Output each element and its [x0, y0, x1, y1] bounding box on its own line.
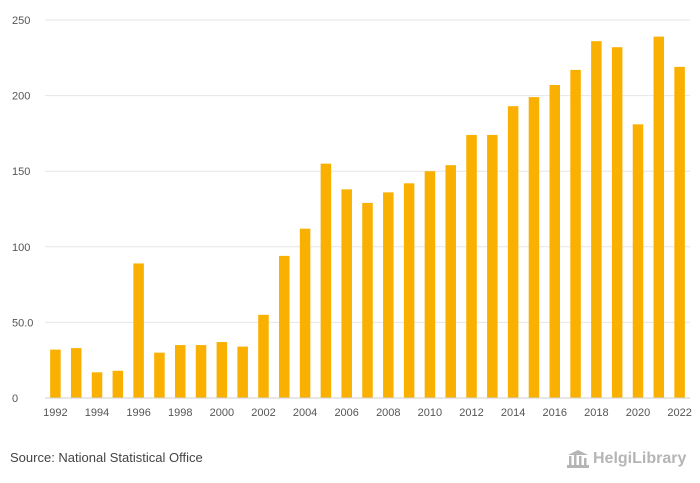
y-tick-label: 250 [12, 15, 30, 27]
x-tick-label: 2022 [667, 407, 691, 419]
library-building-icon [567, 450, 589, 468]
bar-1995[interactable] [112, 370, 124, 398]
y-axis-labels: 0 50.0 100 150 200 250 [12, 15, 33, 405]
source-note: Source: National Statistical Office [10, 450, 203, 465]
helgi-library-logo[interactable]: HelgiLibrary [566, 448, 686, 470]
bar-chart: 0 50.0 100 150 200 250 1992 1994 1996 1998 2000 20… [12, 15, 692, 419]
bar-1999[interactable] [195, 345, 207, 398]
x-tick-label: 1996 [126, 407, 150, 419]
bar-2007[interactable] [362, 202, 373, 398]
x-tick-label: 1998 [168, 407, 192, 419]
bar-1992[interactable] [50, 349, 61, 398]
bar-2017[interactable] [570, 69, 581, 399]
bar-2020[interactable] [632, 124, 644, 398]
y-tick-label: 50.0 [12, 317, 33, 329]
bar-1998[interactable] [174, 345, 186, 398]
y-tick-label: 0 [12, 393, 18, 405]
bar-2005[interactable] [320, 163, 332, 398]
bar-2002[interactable] [258, 314, 269, 398]
x-axis-labels: 1992 1994 1996 1998 2000 2002 2004 2006 2008 2010… [43, 407, 692, 419]
x-tick-label: 2018 [584, 407, 608, 419]
bar-2008[interactable] [383, 192, 394, 398]
bar-2019[interactable] [611, 47, 623, 398]
bar-2011[interactable] [445, 165, 456, 398]
bar-2003[interactable] [279, 255, 290, 398]
bar-2004[interactable] [299, 228, 311, 398]
bar-2021[interactable] [653, 36, 665, 399]
bar-2015[interactable] [528, 97, 540, 398]
bar-2016[interactable] [549, 85, 561, 399]
x-tick-label: 2010 [418, 407, 442, 419]
bar-2013[interactable] [487, 134, 498, 399]
y-tick-label: 200 [12, 91, 30, 103]
bar-1996[interactable] [133, 263, 144, 398]
x-tick-label: 2002 [251, 407, 275, 419]
x-tick-label: 2016 [543, 407, 567, 419]
x-tick-label: 2000 [210, 407, 234, 419]
bar-1994[interactable] [91, 372, 103, 398]
x-tick-label: 2004 [293, 407, 317, 419]
logo-text: HelgiLibrary [593, 450, 687, 467]
y-tick-label: 150 [12, 166, 30, 178]
bar-2009[interactable] [403, 183, 415, 398]
x-tick-label: 2006 [334, 407, 358, 419]
bars [50, 36, 685, 399]
bar-2018[interactable] [591, 41, 602, 398]
y-tick-label: 100 [12, 242, 30, 254]
x-tick-label: 2020 [626, 407, 650, 419]
bar-2001[interactable] [237, 346, 248, 398]
x-tick-label: 1994 [85, 407, 109, 419]
bar-2010[interactable] [424, 171, 436, 398]
bar-2012[interactable] [466, 134, 477, 399]
bar-2006[interactable] [341, 189, 352, 398]
bar-2022[interactable] [674, 66, 685, 398]
bar-2014[interactable] [507, 106, 519, 399]
bar-1993[interactable] [70, 348, 82, 398]
bar-1997[interactable] [154, 352, 165, 398]
x-tick-label: 2012 [459, 407, 483, 419]
x-tick-label: 2014 [501, 407, 525, 419]
gridlines [45, 19, 690, 323]
bar-2000[interactable] [216, 342, 228, 398]
x-tick-label: 1992 [43, 407, 67, 419]
x-tick-label: 2008 [376, 407, 400, 419]
